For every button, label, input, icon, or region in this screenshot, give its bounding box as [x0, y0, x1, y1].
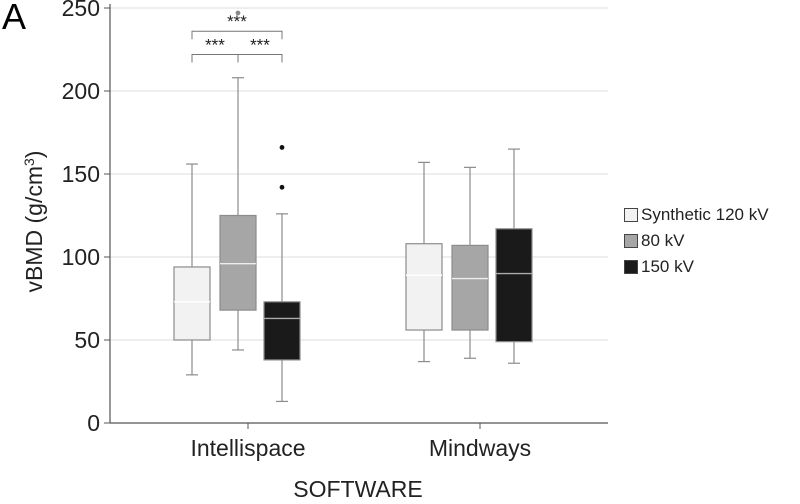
x-tick-label: Intellispace [190, 435, 305, 461]
panel-label: A [2, 0, 27, 37]
legend-item-80kv: 80 kV [624, 228, 769, 254]
outlier-point [279, 184, 285, 190]
box [495, 228, 533, 343]
box [451, 244, 489, 331]
y-tick-label: 150 [62, 161, 100, 187]
outlier-point [235, 10, 241, 16]
significance-bracket [191, 30, 283, 40]
box [405, 243, 443, 331]
legend-label: 80 kV [641, 231, 685, 250]
box [263, 301, 301, 361]
significance-label: *** [227, 12, 247, 31]
box [219, 214, 257, 311]
y-tick-label: 50 [74, 327, 100, 353]
y-axis-title: vBMD (g/cm3) [21, 151, 47, 293]
y-tick-label: 0 [87, 410, 100, 436]
y-tick-label: 200 [62, 78, 100, 104]
legend-item-150kv: 150 kV [624, 254, 769, 280]
y-tick-label: 250 [62, 0, 100, 21]
legend-item-synthetic-120kv: Synthetic 120 kV [624, 202, 769, 228]
significance-label: *** [205, 35, 225, 54]
x-tick-label: Mindways [429, 435, 531, 461]
significance-label: *** [250, 35, 270, 54]
significance-bracket [237, 53, 283, 63]
legend-swatch [624, 260, 638, 274]
legend-swatch [624, 234, 638, 248]
box [173, 266, 211, 341]
outlier-point [279, 145, 285, 150]
y-tick-label: 100 [62, 244, 100, 270]
legend-swatch [624, 208, 638, 222]
significance-bracket [191, 53, 239, 63]
legend: Synthetic 120 kV 80 kV 150 kV [624, 202, 769, 280]
x-axis-title: SOFTWARE [293, 476, 422, 502]
legend-label: Synthetic 120 kV [641, 205, 769, 224]
legend-label: 150 kV [641, 257, 694, 276]
